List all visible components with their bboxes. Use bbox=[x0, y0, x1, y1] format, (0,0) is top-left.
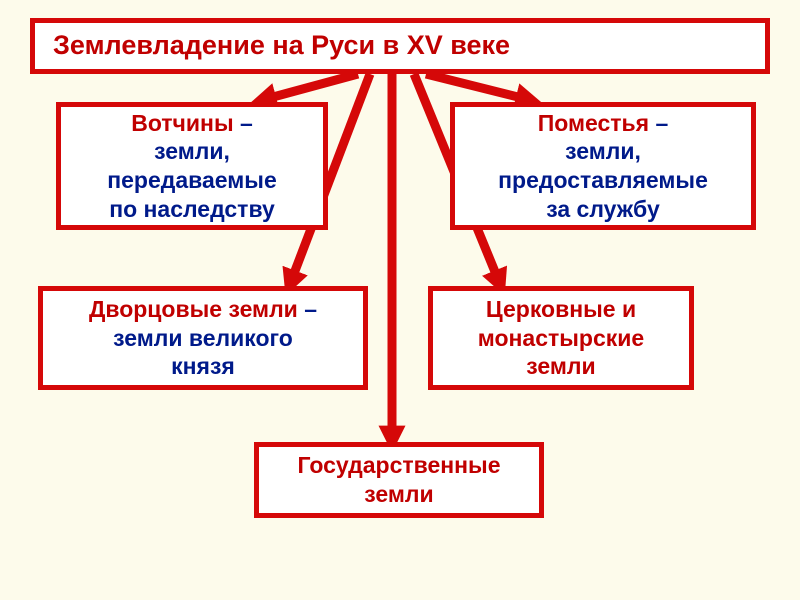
box-line: князя bbox=[171, 352, 235, 381]
box-line: за службу bbox=[546, 195, 659, 224]
box-line: предоставляемые bbox=[498, 166, 708, 195]
box-tserkovnye: Церковные имонастырскиеземли bbox=[428, 286, 694, 390]
title-text: Землевладение на Руси в XV веке bbox=[53, 29, 510, 63]
diagram-title: Землевладение на Руси в XV веке bbox=[30, 18, 770, 74]
box-line: земли, bbox=[154, 137, 230, 166]
box-line: земли великого bbox=[113, 324, 293, 353]
box-line: по наследству bbox=[109, 195, 275, 224]
box-line: Государственные bbox=[298, 451, 501, 480]
box-line: земли, bbox=[565, 137, 641, 166]
arrow bbox=[426, 74, 530, 100]
box-line: монастырские bbox=[478, 324, 644, 353]
box-dvortsovye: Дворцовые земли –земли великогокнязя bbox=[38, 286, 368, 390]
box-line: земли bbox=[526, 352, 595, 381]
box-line: Поместья – bbox=[538, 109, 669, 138]
box-line: земли bbox=[364, 480, 433, 509]
box-line: передаваемые bbox=[107, 166, 276, 195]
box-line: Вотчины – bbox=[131, 109, 253, 138]
box-line: Дворцовые земли – bbox=[89, 295, 317, 324]
box-line: Церковные и bbox=[486, 295, 636, 324]
arrow bbox=[262, 74, 358, 100]
box-pomestya: Поместья –земли,предоставляемыеза службу bbox=[450, 102, 756, 230]
box-gosudarstvennye: Государственныеземли bbox=[254, 442, 544, 518]
box-votchiny: Вотчины –земли,передаваемыепо наследству bbox=[56, 102, 328, 230]
